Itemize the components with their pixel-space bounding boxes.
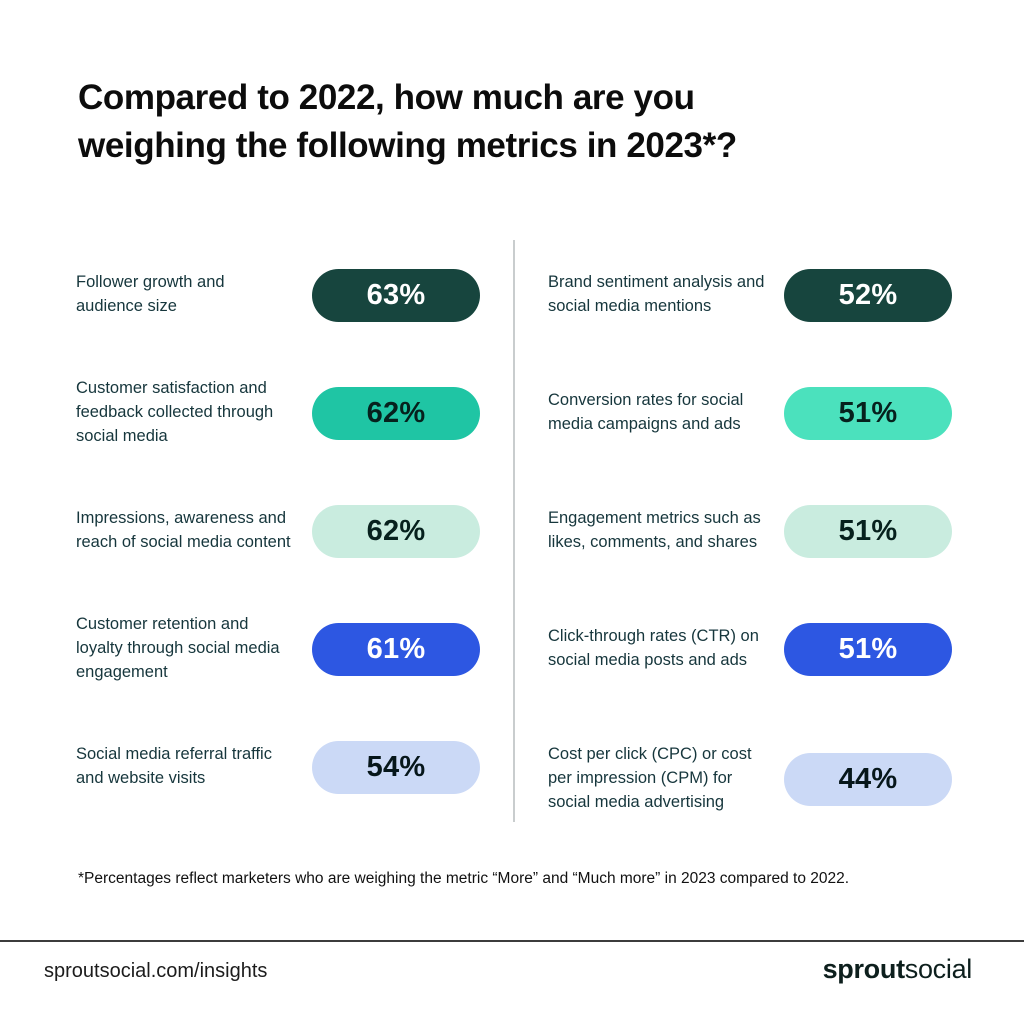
metric-row: Impressions, awareness and reach of soci… [76,472,480,590]
metric-label: Social media referral traffic and websit… [76,745,272,787]
metric-value-pill: 44% [784,752,952,806]
page-title: Compared to 2022, how much are you weigh… [78,78,737,165]
metric-value-pill: 61% [312,622,480,676]
footnote: *Percentages reflect marketers who are w… [78,870,850,887]
metric-row: Follower growth and audience size 63% [76,236,480,354]
brand-logo: sproutsocial [822,954,973,985]
metric-label: Follower growth and audience size [76,273,225,315]
metric-value-pill: 62% [312,504,480,558]
metric-value-pill: 51% [784,386,952,440]
footer-link[interactable]: sproutsocial.com/insights [44,960,268,982]
metric-row: Customer satisfaction and feedback colle… [76,354,480,472]
metric-label: Customer retention and loyalty through s… [76,615,280,681]
metric-value-pill: 63% [312,268,480,322]
metric-value-pill: 51% [784,504,952,558]
brand-logo-social: social [904,954,973,984]
metric-row: Brand sentiment analysis and social medi… [548,236,952,354]
metric-row: Customer retention and loyalty through s… [76,590,480,708]
metric-value-pill: 52% [784,268,952,322]
metric-row: Conversion rates for social media campai… [548,354,952,472]
metric-label: Conversion rates for social media campai… [548,391,744,433]
metrics-column-left: Follower growth and audience size 63% Cu… [76,236,480,826]
metric-label: Impressions, awareness and reach of soci… [76,509,291,551]
metric-label: Engagement metrics such as likes, commen… [548,509,761,551]
metric-row: Social media referral traffic and websit… [76,708,480,826]
metric-value-pill: 62% [312,386,480,440]
brand-logo-sprout: sprout [822,954,906,984]
metric-row: Engagement metrics such as likes, commen… [548,472,952,590]
metric-row: Click-through rates (CTR) on social medi… [548,590,952,708]
column-divider [513,240,515,822]
metric-row: Cost per click (CPC) or cost per impress… [548,708,952,850]
metric-label: Brand sentiment analysis and social medi… [548,273,765,315]
metric-label: Click-through rates (CTR) on social medi… [548,627,759,669]
metric-value-pill: 51% [784,622,952,676]
metrics-column-right: Brand sentiment analysis and social medi… [548,236,952,850]
footer-divider [0,940,1024,942]
metric-value-pill: 54% [312,740,480,794]
metric-label: Cost per click (CPC) or cost per impress… [548,745,752,811]
metric-label: Customer satisfaction and feedback colle… [76,379,274,445]
